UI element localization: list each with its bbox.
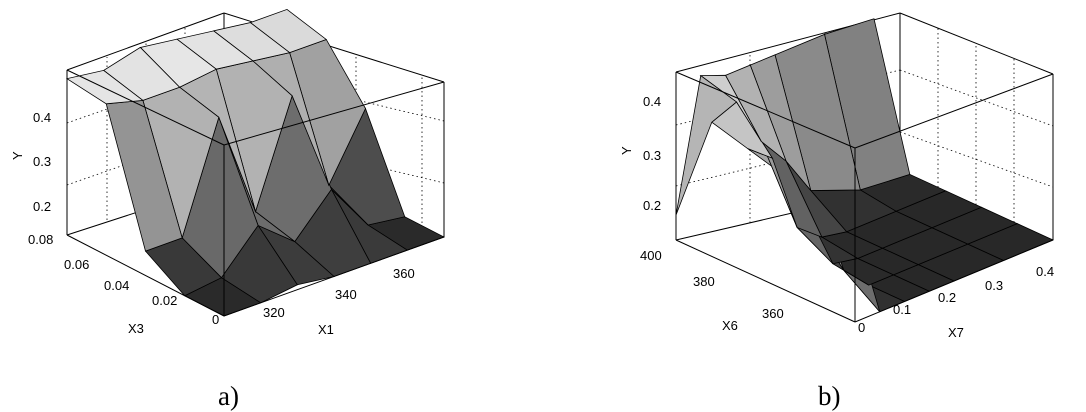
y-tick-label: 0.04 (104, 278, 129, 293)
z-tick-label: 0.2 (33, 199, 51, 214)
axes-front-b (675, 71, 1054, 323)
y-tick-label: 0.02 (152, 293, 177, 308)
z-axis-label-b: Y (619, 146, 634, 155)
y-tick-label: 0 (212, 312, 219, 327)
y-tick-label: 0.08 (28, 232, 53, 247)
x-tick-label: 0.4 (1036, 264, 1054, 279)
y-tick-label: 0.06 (64, 257, 89, 272)
z-tick-label: 0.4 (33, 110, 51, 125)
y-ticks-a: 0.08 0.06 0.04 0.02 0 (28, 232, 219, 327)
surface-mesh-b (675, 18, 1055, 313)
z-tick-label: 0.3 (643, 148, 661, 163)
y-ticks-b: 400 380 360 (640, 248, 784, 321)
y-tick-label: 360 (762, 306, 784, 321)
surface-mesh-a (65, 8, 446, 317)
z-tick-label: 0.2 (643, 198, 661, 213)
panel-caption-b: b) (818, 381, 841, 411)
y-tick-label: 380 (693, 274, 715, 289)
y-tick-label: 400 (640, 248, 662, 263)
axes-front-a (66, 69, 445, 317)
surface-chart-b: 0.4 0.3 0.2 Y 400 380 360 X6 0 0.1 0.2 0… (619, 12, 1055, 411)
y-axis-label-a: X3 (128, 321, 144, 336)
x-tick-label: 320 (263, 305, 285, 320)
z-tick-label: 0.4 (643, 94, 661, 109)
x-tick-label: 0.2 (938, 290, 956, 305)
z-axis-label-a: Y (10, 151, 25, 160)
z-ticks-b: 0.4 0.3 0.2 (643, 94, 661, 213)
z-ticks-a: 0.4 0.3 0.2 (33, 110, 51, 214)
surface-chart-a: 0.4 0.3 0.2 Y 0.08 0.06 0.04 0.02 0 X3 3… (10, 8, 446, 411)
x-ticks-b: 0 0.1 0.2 0.3 0.4 (858, 264, 1054, 335)
x-ticks-a: 320 340 360 (263, 266, 415, 320)
x-tick-label: 0.1 (893, 302, 911, 317)
x-tick-label: 0 (858, 320, 865, 335)
panel-caption-a: a) (218, 381, 239, 411)
y-axis-label-b: X6 (722, 318, 738, 333)
x-axis-label-b: X7 (948, 325, 964, 340)
z-tick-label: 0.3 (33, 154, 51, 169)
x-tick-label: 360 (393, 266, 415, 281)
x-axis-label-a: X1 (318, 322, 334, 337)
surface-patch (675, 74, 738, 216)
x-tick-label: 340 (335, 287, 357, 302)
x-tick-label: 0.3 (985, 278, 1003, 293)
